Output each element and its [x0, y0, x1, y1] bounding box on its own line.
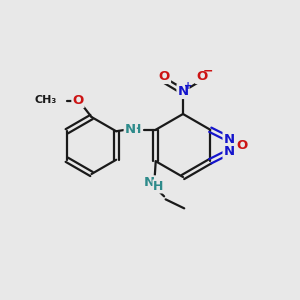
Text: N: N	[144, 176, 155, 189]
Text: N: N	[177, 85, 189, 98]
Text: O: O	[72, 94, 84, 107]
Text: N: N	[125, 123, 136, 136]
Text: H: H	[131, 123, 141, 136]
Text: N: N	[224, 133, 235, 146]
Text: O: O	[159, 70, 170, 83]
Text: +: +	[184, 81, 193, 91]
Text: N: N	[224, 145, 235, 158]
Text: O: O	[196, 70, 207, 83]
Text: H: H	[153, 180, 163, 193]
Text: O: O	[236, 139, 247, 152]
Text: CH₃: CH₃	[35, 95, 57, 105]
Text: −: −	[203, 65, 214, 78]
